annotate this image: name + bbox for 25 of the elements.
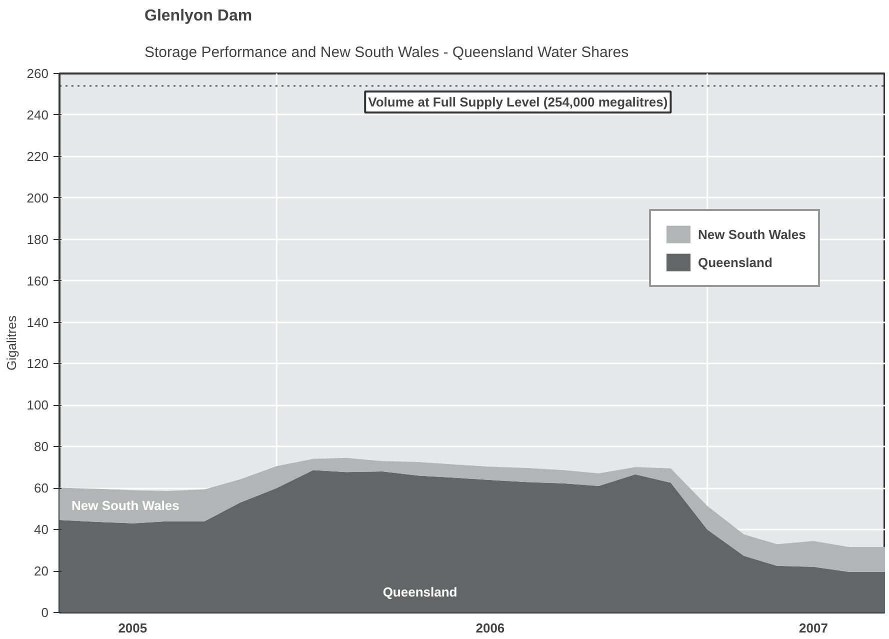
- y-tick-label: 100: [26, 398, 49, 413]
- y-axis-title: Gigalitres: [4, 315, 19, 370]
- chart-title: Glenlyon Dam: [144, 8, 252, 24]
- x-tick-label: 2007: [799, 620, 828, 636]
- legend-label: New South Wales: [698, 226, 806, 242]
- y-tick-label: 260: [26, 66, 49, 81]
- chart-subtitle: Storage Performance and New South Wales - Queensland Water Shares: [144, 44, 629, 61]
- x-tick-label: 2005: [118, 620, 148, 636]
- y-tick-label: 200: [26, 190, 49, 206]
- y-tick-label: 20: [34, 564, 49, 579]
- y-tick-label: 220: [26, 148, 49, 164]
- text: New South Wales: [72, 498, 180, 513]
- y-tick-label: 240: [26, 107, 49, 122]
- y-tick-label: 160: [26, 273, 49, 288]
- y-tick-label: 140: [26, 314, 49, 330]
- x-tick-label: 2006: [476, 620, 505, 636]
- y-tick-label: 80: [34, 439, 49, 454]
- y-tick-label: 60: [34, 480, 49, 496]
- text: Queensland: [382, 584, 458, 600]
- y-tick-label: 40: [34, 522, 49, 538]
- ref-line-label: Volume at Full Supply Level (254,000 megalitres): [368, 94, 668, 110]
- y-tick-label: 0: [41, 605, 49, 620]
- y-tick-label: 180: [26, 232, 49, 247]
- y-tick-label: 120: [26, 356, 49, 372]
- legend-label: Queensland: [698, 254, 772, 270]
